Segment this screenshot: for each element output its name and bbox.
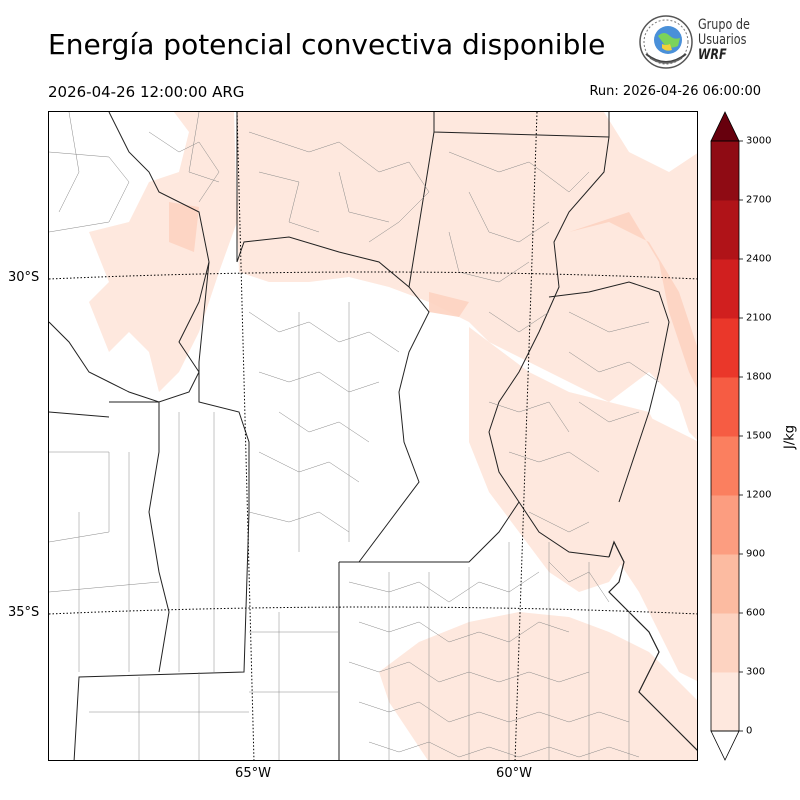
colorbar-segment: [711, 377, 739, 437]
lon-label-65w: 65°W: [235, 766, 271, 781]
valid-time: 2026-04-26 12:00:00 ARG: [48, 83, 245, 101]
colorbar-tick-label: 1800: [746, 371, 772, 383]
map-panel: [48, 111, 698, 761]
map-canvas: [49, 112, 697, 760]
coastline: [608, 540, 697, 751]
colorbar-segment: [711, 141, 739, 201]
colorbar-segment: [711, 436, 739, 496]
lat-label-30s: 30°S: [8, 270, 40, 285]
lon-label-60w: 60°W: [496, 766, 532, 781]
colorbar-tick-label: 600: [746, 607, 766, 619]
logo-text: Grupo de Usuarios WRF: [698, 18, 750, 63]
globe-logo-icon: [639, 15, 693, 69]
department-borders: [49, 112, 660, 760]
colorbar-under-arrow: [710, 730, 740, 761]
colorbar-segment: [711, 554, 739, 614]
colorbar-tick-label: 2100: [746, 312, 772, 324]
colorbar-segment: [711, 318, 739, 378]
colorbar-segment: [711, 200, 739, 260]
colorbar-segment: [711, 613, 739, 673]
colorbar-tick-label: 3000: [746, 135, 772, 147]
colorbar-segment: [711, 672, 739, 732]
colorbar-over-arrow: [710, 111, 740, 142]
colorbar-tick-label: 2400: [746, 253, 772, 265]
cape-shading-darker: [169, 202, 697, 388]
run-time: Run: 2026-04-26 06:00:00: [589, 84, 761, 99]
map-title: Energía potencial convectiva disponible: [48, 28, 606, 61]
colorbar-segment: [711, 495, 739, 555]
colorbar: [710, 111, 743, 761]
cape-shading: [89, 112, 697, 760]
colorbar-segment: [711, 259, 739, 319]
logo-line-2: Usuarios: [698, 32, 747, 48]
colorbar-tick-label: 0: [746, 725, 753, 737]
colorbar-tick-label: 300: [746, 666, 766, 678]
logo-line-3: WRF: [698, 47, 727, 63]
colorbar-tick-label: 1500: [746, 430, 772, 442]
colorbar-tick-label: 2700: [746, 194, 772, 206]
colorbar-tick-label: 1200: [746, 489, 772, 501]
province-borders: [49, 112, 670, 760]
wrf-logo: Grupo de Usuarios WRF: [638, 14, 758, 74]
colorbar-unit: J/kg: [782, 425, 798, 449]
colorbar-segments: [711, 141, 739, 732]
logo-line-1: Grupo de: [698, 17, 750, 33]
lat-label-35s: 35°S: [8, 605, 40, 620]
colorbar-ticks: [739, 140, 743, 732]
colorbar-tick-label: 900: [746, 548, 766, 560]
graticule: [49, 112, 697, 760]
